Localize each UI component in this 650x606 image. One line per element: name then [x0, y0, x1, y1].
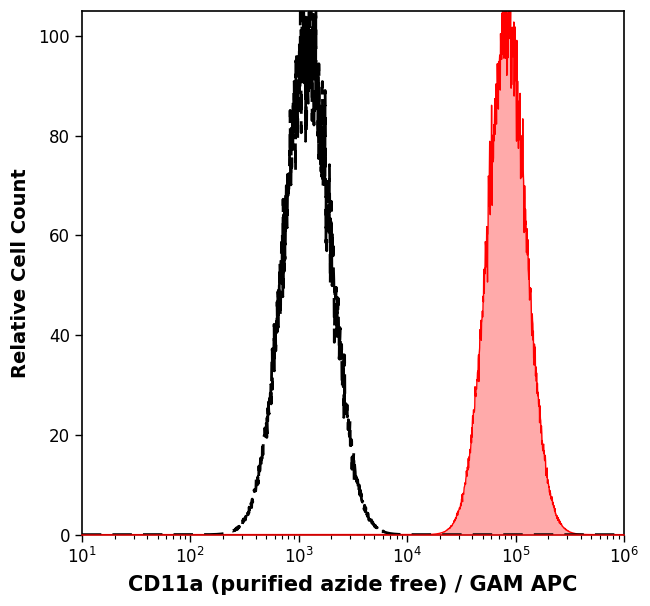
Y-axis label: Relative Cell Count: Relative Cell Count — [11, 168, 30, 378]
X-axis label: CD11a (purified azide free) / GAM APC: CD11a (purified azide free) / GAM APC — [128, 575, 578, 595]
